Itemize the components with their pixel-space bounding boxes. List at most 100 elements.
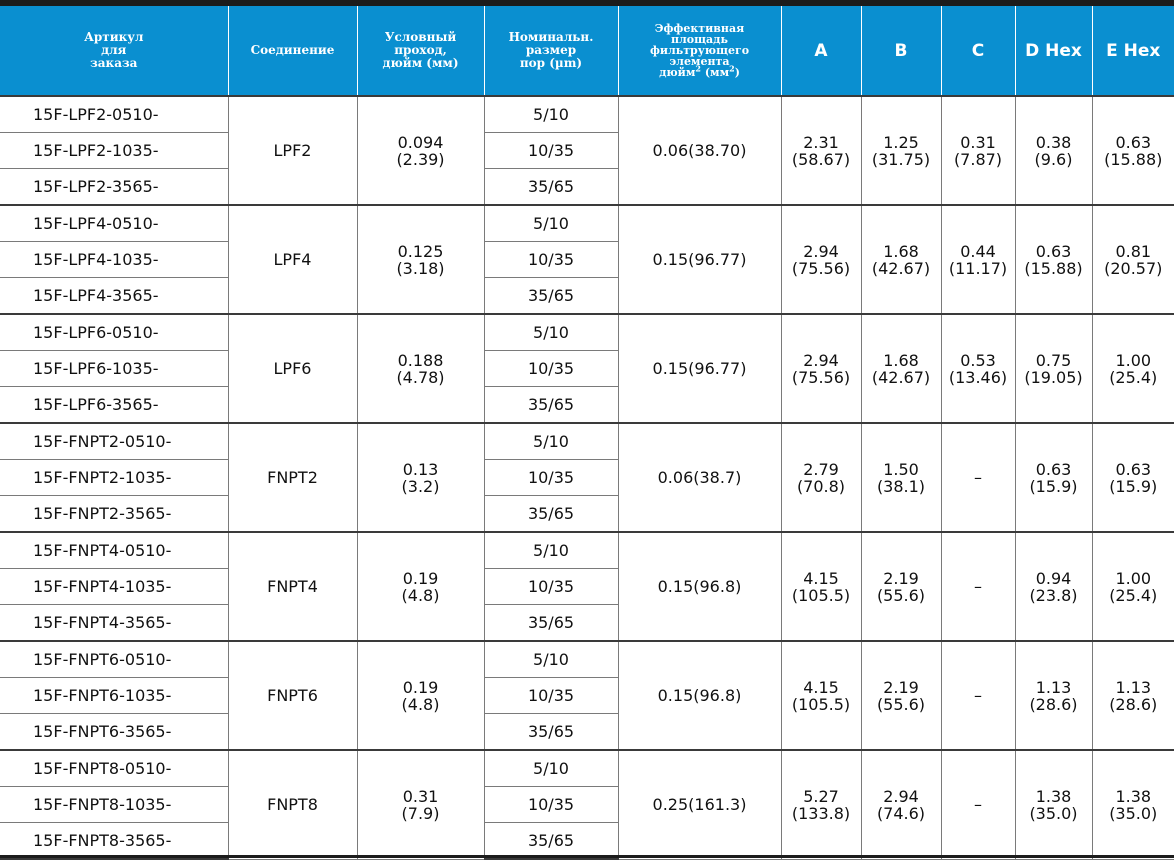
dimension-c: 0.31 (7.87)	[940, 95, 1016, 206]
connection-type: LPF2	[227, 95, 358, 206]
table-row: 15F-FNPT4-3565- 35/65	[0, 604, 1174, 642]
header-c: C	[940, 6, 1015, 96]
dimension-c-line: (13.46)	[948, 367, 1008, 387]
bore-size-line: 0.19	[402, 568, 439, 588]
table-row: 15F-FNPT4-0510- FNPT4 0.19 (4.8) 5/10 0.15(96…	[0, 531, 1174, 642]
dimension-d-hex-line: 0.75	[1035, 350, 1072, 370]
part-number: 15F-LPF6-3565-	[0, 386, 229, 424]
pore-size: 5/10	[483, 531, 619, 569]
header-article-line: Артикул	[84, 30, 144, 44]
table-row: 15F-LPF2-1035- 10/35	[0, 132, 1174, 169]
area-unit-sup: 2	[729, 63, 735, 74]
dimension-d-hex-line: (35.0)	[1029, 803, 1078, 823]
header-bore: Условный проход, дюйм (мм)	[356, 6, 484, 96]
dimension-c-line: –	[974, 577, 982, 596]
filter-area: 0.06(38.70)	[617, 95, 782, 206]
dimension-c-line: –	[974, 468, 982, 487]
dimension-e-hex: 0.81 (20.57)	[1091, 204, 1174, 315]
dimension-a-line: 2.94	[803, 350, 839, 370]
part-number: 15F-FNPT4-1035-	[0, 568, 229, 605]
bore-size: 0.19 (4.8)	[356, 640, 485, 751]
connection-type: LPF6	[227, 313, 358, 424]
bore-size-line: 0.19	[402, 677, 439, 697]
part-number: 15F-FNPT4-0510-	[0, 531, 229, 569]
pore-size: 10/35	[483, 132, 619, 169]
table-row: 15F-FNPT8-0510- FNPT8 0.31 (7.9) 5/10 0.25(16…	[0, 749, 1174, 860]
dimension-d-hex-line: 1.38	[1035, 786, 1072, 806]
dimension-e-hex-line: 0.63	[1115, 459, 1152, 479]
part-number: 15F-FNPT4-3565-	[0, 604, 229, 642]
bore-size-line: (2.39)	[396, 149, 445, 169]
dimension-c-line: (11.17)	[948, 258, 1008, 278]
filter-area: 0.15(96.77)	[617, 204, 782, 315]
header-article: Артикул для заказа	[0, 6, 228, 96]
bore-size: 0.31 (7.9)	[356, 749, 485, 860]
table-row: 15F-LPF6-1035- 10/35	[0, 350, 1174, 387]
dimension-d-hex-line: 0.63	[1035, 241, 1072, 261]
dimension-d-hex-line: 0.38	[1035, 132, 1072, 152]
dimension-c-line: 0.53	[960, 350, 996, 370]
dimension-a: 2.31 (58.67)	[780, 95, 862, 206]
dimension-a-line: (75.56)	[791, 367, 851, 387]
table-row: 15F-FNPT2-3565- 35/65	[0, 495, 1174, 533]
dimension-b: 1.68 (42.67)	[860, 204, 942, 315]
header-e-hex: E Hex	[1091, 6, 1174, 96]
pore-size: 10/35	[483, 241, 619, 278]
dimension-a-line: 4.15	[803, 568, 839, 588]
dimension-d-hex: 0.63 (15.88)	[1014, 204, 1093, 315]
dimension-e-hex-line: 1.00	[1115, 350, 1152, 370]
part-number: 15F-FNPT6-1035-	[0, 677, 229, 714]
dimension-b: 2.94 (74.6)	[860, 749, 942, 860]
part-number: 15F-LPF2-3565-	[0, 168, 229, 206]
product-spec-table: Артикул для заказа Соединение Условный п…	[0, 6, 1174, 860]
pore-size: 10/35	[483, 459, 619, 496]
dimension-b-line: 2.19	[883, 677, 919, 697]
dimension-e-hex-line: 0.81	[1115, 241, 1152, 261]
dimension-b: 1.25 (31.75)	[860, 95, 942, 206]
dimension-a: 2.94 (75.56)	[780, 313, 862, 424]
dimension-d-hex: 0.38 (9.6)	[1014, 95, 1093, 206]
area-unit-sup: 2	[695, 63, 701, 74]
bore-size-line: (3.18)	[396, 258, 445, 278]
dimension-e-hex-line: (25.4)	[1109, 585, 1158, 605]
pore-size: 5/10	[483, 313, 619, 351]
dimension-a-line: (105.5)	[791, 694, 851, 714]
header-bore-line: проход,	[394, 43, 447, 57]
dimension-b-line: (42.67)	[871, 367, 931, 387]
connection-type: FNPT8	[227, 749, 358, 860]
pore-size: 10/35	[483, 568, 619, 605]
part-number: 15F-LPF4-1035-	[0, 241, 229, 278]
table-row: 15F-FNPT8-1035- 10/35	[0, 786, 1174, 823]
filter-area: 0.25(161.3)	[617, 749, 782, 860]
dimension-e-hex: 0.63 (15.9)	[1091, 422, 1174, 533]
dimension-a-line: 2.94	[803, 241, 839, 261]
table-row: 15F-LPF2-3565- 35/65	[0, 168, 1174, 206]
filter-area: 0.15(96.8)	[617, 531, 782, 642]
dimension-c: 0.53 (13.46)	[940, 313, 1016, 424]
dimension-a-line: (58.67)	[791, 149, 851, 169]
pore-size: 10/35	[483, 677, 619, 714]
dimension-b-line: 2.19	[883, 568, 919, 588]
header-pore-line: размер	[525, 43, 577, 57]
header-connection: Соединение	[227, 6, 357, 96]
dimension-e-hex-line: (15.88)	[1104, 149, 1163, 169]
header-article-line: заказа	[90, 56, 138, 70]
dimension-e-hex-line: 1.00	[1115, 568, 1152, 588]
bore-size-line: 0.188	[397, 350, 444, 370]
part-number: 15F-FNPT2-3565-	[0, 495, 229, 533]
header-d-hex: D Hex	[1014, 6, 1092, 96]
dimension-c-line: (7.87)	[953, 149, 1003, 169]
area-unit-inch: дюйм	[659, 66, 696, 79]
table-row: 15F-FNPT2-0510- FNPT2 0.13 (3.2) 5/10 0.06(38…	[0, 422, 1174, 533]
connection-type: FNPT6	[227, 640, 358, 751]
bore-size-line: (3.2)	[401, 476, 440, 496]
dimension-d-hex: 1.13 (28.6)	[1014, 640, 1093, 751]
dimension-a: 4.15 (105.5)	[780, 640, 862, 751]
dimension-e-hex: 1.38 (35.0)	[1091, 749, 1174, 860]
dimension-d-hex-line: (19.05)	[1024, 367, 1083, 387]
pore-size: 35/65	[483, 168, 619, 206]
table-header: Артикул для заказа Соединение Условный п…	[0, 6, 1174, 96]
table-row: 15F-LPF2-0510- LPF2 0.094 (2.39) 5/10 0.06(38…	[0, 95, 1174, 206]
dimension-b-line: (42.67)	[871, 258, 931, 278]
header-pore-size: Номинальн. размер пор (µm)	[483, 6, 618, 96]
